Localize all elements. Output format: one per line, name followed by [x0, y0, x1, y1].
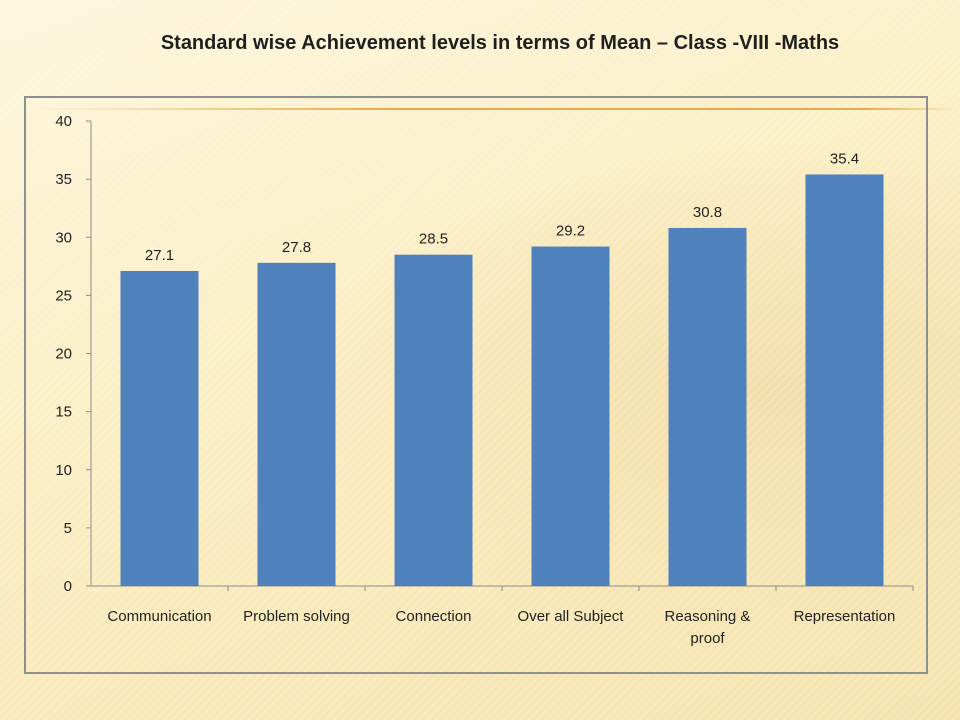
- y-tick-label: 40: [55, 113, 72, 130]
- y-tick-label: 5: [64, 520, 72, 537]
- x-tick-label: Connection: [396, 608, 472, 625]
- y-tick-label: 15: [55, 404, 72, 421]
- y-tick-label: 35: [55, 171, 72, 188]
- y-tick-label: 10: [55, 462, 72, 479]
- bar: [257, 262, 336, 586]
- x-tick-label: Representation: [794, 608, 896, 625]
- chart-frame: [24, 96, 928, 674]
- data-label: 30.8: [693, 204, 722, 221]
- x-tick-label: proof: [690, 630, 725, 647]
- data-label: 35.4: [830, 150, 859, 167]
- data-label: 27.1: [145, 247, 174, 264]
- data-labels: 27.1 27.8 28.5 29.2 30.8 35.4: [145, 150, 859, 263]
- bar: [805, 174, 884, 586]
- x-tick-label: Problem solving: [243, 608, 350, 625]
- y-axis-ticks: 0 5 10 15 20 25 30 35 40: [55, 113, 91, 595]
- slide-title: Standard wise Achievement levels in term…: [160, 32, 840, 54]
- y-tick-label: 20: [55, 346, 72, 363]
- bar: [668, 227, 747, 586]
- chart-bars: [120, 174, 884, 587]
- x-tick-label: Reasoning &: [665, 608, 751, 625]
- y-tick-label: 0: [64, 578, 72, 595]
- data-label: 29.2: [556, 223, 585, 240]
- x-axis-labels: Communication Problem solving Connection Ov…: [107, 586, 914, 647]
- y-tick-label: 25: [55, 287, 72, 304]
- chart-axes: [90, 121, 913, 587]
- x-tick-label: Over all Subject: [518, 608, 625, 625]
- bar: [394, 254, 473, 586]
- y-tick-label: 30: [55, 229, 72, 246]
- x-tick-label: Communication: [107, 608, 211, 625]
- decorative-accent-line: [28, 108, 958, 110]
- data-label: 28.5: [419, 231, 448, 248]
- bar: [531, 246, 610, 587]
- bar: [120, 270, 199, 586]
- data-label: 27.8: [282, 239, 311, 256]
